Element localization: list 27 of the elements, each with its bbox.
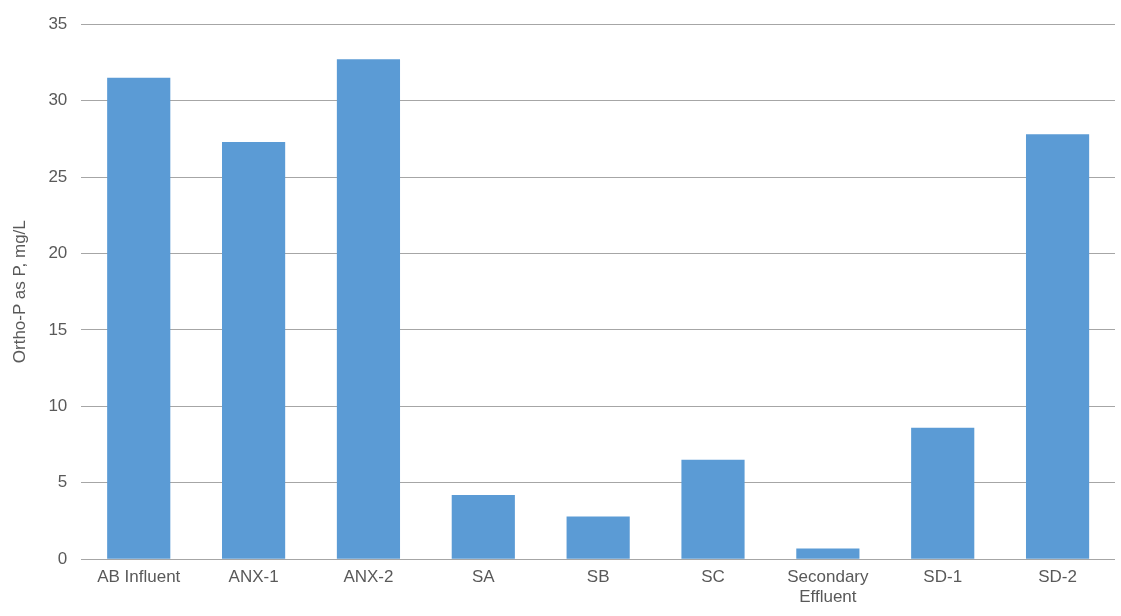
y-tick-label: 15: [48, 319, 68, 339]
y-tick-label: 20: [48, 243, 68, 263]
x-tick-label: SC: [701, 567, 725, 587]
y-tick-label: 0: [57, 548, 68, 568]
bar: [566, 516, 630, 559]
x-tick-label: SA: [471, 567, 496, 587]
bar: [222, 141, 286, 559]
bar: [336, 59, 401, 559]
x-tick-label: ANX-2: [343, 567, 394, 587]
bar: [796, 548, 860, 559]
bar: [681, 459, 745, 559]
bar: [107, 77, 171, 559]
x-tick-label: Secondary Effluent: [787, 567, 869, 607]
y-tick-label: 30: [48, 90, 68, 110]
y-tick-label: 5: [57, 472, 68, 492]
bar: [451, 495, 515, 559]
x-tick-label: ANX-1: [228, 567, 279, 587]
bar: [911, 427, 975, 559]
x-tick-label: SB: [586, 567, 610, 587]
x-tick-label: SD-2: [1038, 567, 1077, 587]
x-tick-label: AB Influent: [97, 567, 181, 587]
y-tick-label: 10: [48, 396, 68, 416]
bar: [1025, 134, 1090, 559]
y-tick-label: 25: [48, 166, 68, 186]
x-tick-label: SD-1: [923, 567, 963, 587]
y-axis-title: Ortho-P as P, mg/L: [9, 220, 29, 364]
y-tick-label: 35: [48, 13, 68, 33]
